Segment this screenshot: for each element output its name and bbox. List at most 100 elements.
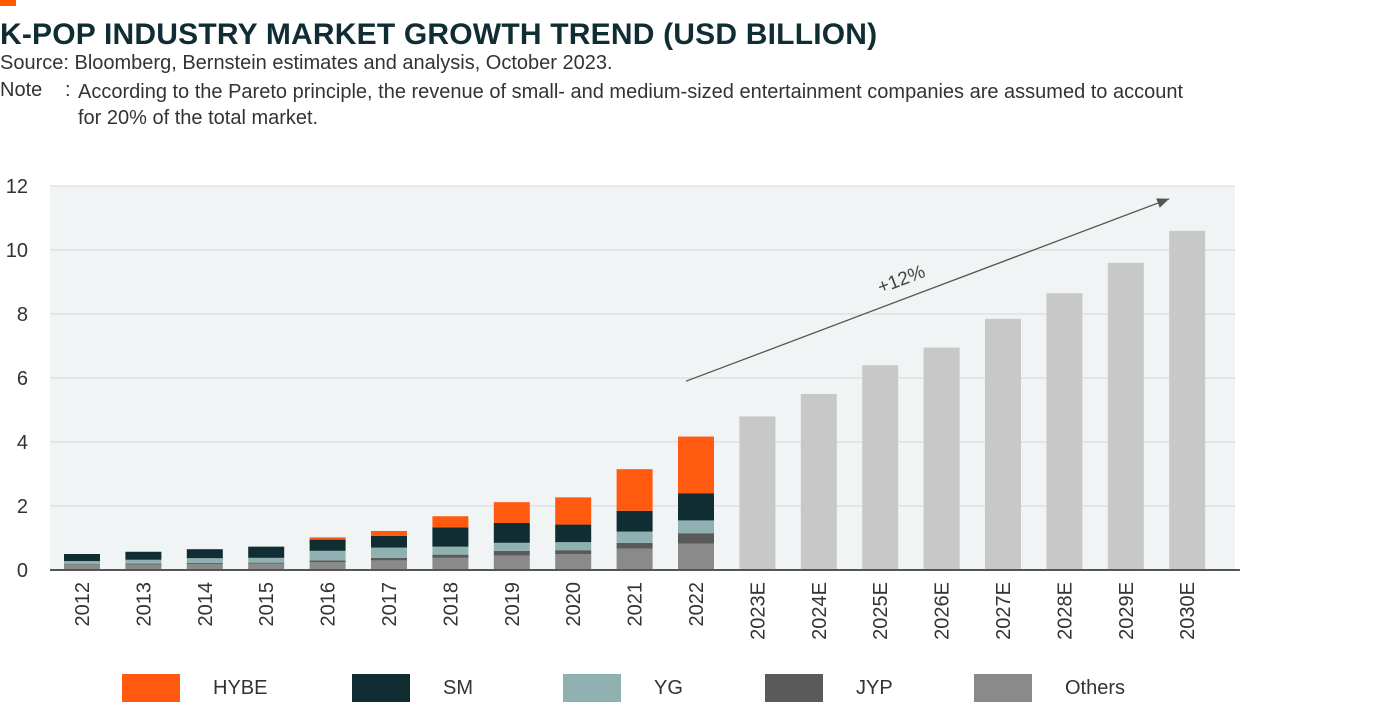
bar-segment-sm (616, 510, 653, 532)
x-tick-label: 2014 (195, 582, 217, 627)
bar-segment-jyp (186, 562, 223, 564)
note-label: Note (0, 79, 43, 101)
legend-swatch-yg (563, 674, 621, 702)
bar-segment-jyp (555, 550, 592, 554)
x-tick-label: 2023E (747, 582, 769, 640)
y-tick-label: 10 (6, 240, 28, 262)
bar-segment-yg (125, 559, 162, 564)
y-tick-label: 6 (17, 368, 28, 390)
bar-segment-jyp (248, 562, 285, 564)
y-tick-label: 12 (6, 176, 28, 198)
bar-segment-hybe (493, 502, 530, 523)
bar-segment-jyp (64, 564, 100, 566)
bar-segment-sm (64, 554, 100, 562)
x-tick-label: 2026E (932, 582, 954, 640)
x-tick-label: 2027E (993, 582, 1015, 640)
legend-label-sm: SM (443, 676, 473, 699)
bar-segment-yg (493, 542, 530, 551)
legend-item-yg: YG (563, 673, 683, 703)
bar-segment-hybe (432, 516, 469, 528)
bar-estimate (739, 416, 776, 570)
bar-segment-others (432, 557, 469, 570)
bar-segment-others (493, 555, 530, 570)
note-colon: : (65, 79, 71, 101)
bar-segment-yg (248, 557, 285, 563)
x-tick-label: 2012 (72, 582, 94, 627)
bar-segment-others (555, 554, 592, 570)
x-tick-label: 2016 (318, 582, 340, 627)
bar-segment-jyp (616, 542, 653, 549)
x-tick-label: 2020 (563, 582, 585, 627)
y-tick-label: 4 (17, 432, 28, 454)
x-tick-label: 2021 (625, 582, 647, 627)
bar-estimate (800, 394, 837, 570)
x-tick-label: 2013 (133, 582, 155, 627)
bar-segment-others (616, 548, 653, 570)
bar-segment-sm (493, 522, 530, 543)
source-line: Source: Bloomberg, Bernstein estimates a… (0, 52, 613, 74)
legend-label-jyp: JYP (856, 676, 893, 699)
bar-segment-others (678, 543, 714, 570)
bar-segment-sm (678, 493, 714, 521)
note-text: According to the Pareto principle, the r… (78, 81, 1184, 129)
legend-item-hybe: HYBE (122, 673, 267, 703)
bar-segment-sm (186, 549, 223, 559)
bar-segment-hybe (309, 537, 346, 540)
bar-segment-yg (371, 547, 407, 558)
bar-estimate (1107, 262, 1144, 570)
bar-segment-others (64, 565, 100, 570)
bar-segment-sm (125, 551, 162, 560)
growth-arrow-head (1156, 198, 1170, 208)
bar-segment-yg (309, 550, 346, 561)
chart-title: K-POP INDUSTRY MARKET GROWTH TREND (USD … (0, 18, 878, 51)
bar-segment-others (125, 564, 162, 570)
bar-segment-yg (616, 531, 653, 543)
legend-swatch-sm (352, 674, 410, 702)
bar-segment-sm (432, 527, 469, 547)
bar-segment-jyp (678, 533, 714, 544)
bar-estimate (1046, 293, 1083, 570)
legend-label-hybe: HYBE (213, 676, 268, 699)
bar-estimate (985, 318, 1021, 570)
bar-segment-sm (309, 539, 346, 551)
bar-segment-others (186, 563, 223, 570)
bar-estimate (1169, 230, 1206, 571)
bar-estimate (923, 347, 960, 570)
legend-label-others: Others (1065, 676, 1126, 699)
bar-segment-jyp (125, 563, 162, 565)
accent-bar (0, 0, 16, 6)
y-tick-label: 8 (17, 304, 28, 326)
bar-segment-yg (555, 542, 592, 551)
legend-label-yg: YG (654, 676, 683, 699)
bar-estimate (862, 365, 899, 570)
bar-segment-yg (64, 561, 100, 565)
x-tick-label: 2028E (1054, 582, 1076, 640)
bar-chart: 0 2 4 6 8 10 12 2012 2013 2014 2015 2016 2017 2018 201… (6, 176, 1240, 640)
bar-segment-jyp (309, 560, 346, 562)
bar-segment-hybe (555, 497, 592, 525)
bar-segment-others (309, 562, 346, 570)
x-tick-label: 2017 (379, 582, 401, 627)
x-tick-label: 2030E (1177, 582, 1199, 640)
x-tick-label: 2019 (502, 582, 524, 627)
bar-segment-hybe (371, 530, 407, 536)
x-tick-label: 2025E (870, 582, 892, 640)
bar-segment-yg (432, 546, 469, 555)
bar-segment-jyp (371, 557, 407, 561)
bar-segment-jyp (432, 554, 469, 558)
growth-arrow-line (685, 198, 1170, 382)
legend-item-jyp: JYP (765, 673, 893, 703)
legend-swatch-others (974, 674, 1032, 702)
legend-item-sm: SM (352, 673, 473, 703)
bar-segment-sm (371, 535, 407, 548)
y-tick-label: 0 (17, 560, 28, 582)
y-tick-label: 2 (17, 496, 28, 518)
x-tick-label: 2018 (440, 582, 462, 627)
legend: HYBE SM YG JYP Others (0, 673, 1378, 709)
x-tick-label: 2024E (809, 582, 831, 640)
bar-segment-hybe (616, 469, 653, 511)
bar-segment-sm (248, 546, 285, 558)
x-tick-label: 2015 (256, 582, 278, 627)
x-tick-label: 2022 (686, 582, 708, 627)
bar-segment-others (371, 560, 407, 570)
